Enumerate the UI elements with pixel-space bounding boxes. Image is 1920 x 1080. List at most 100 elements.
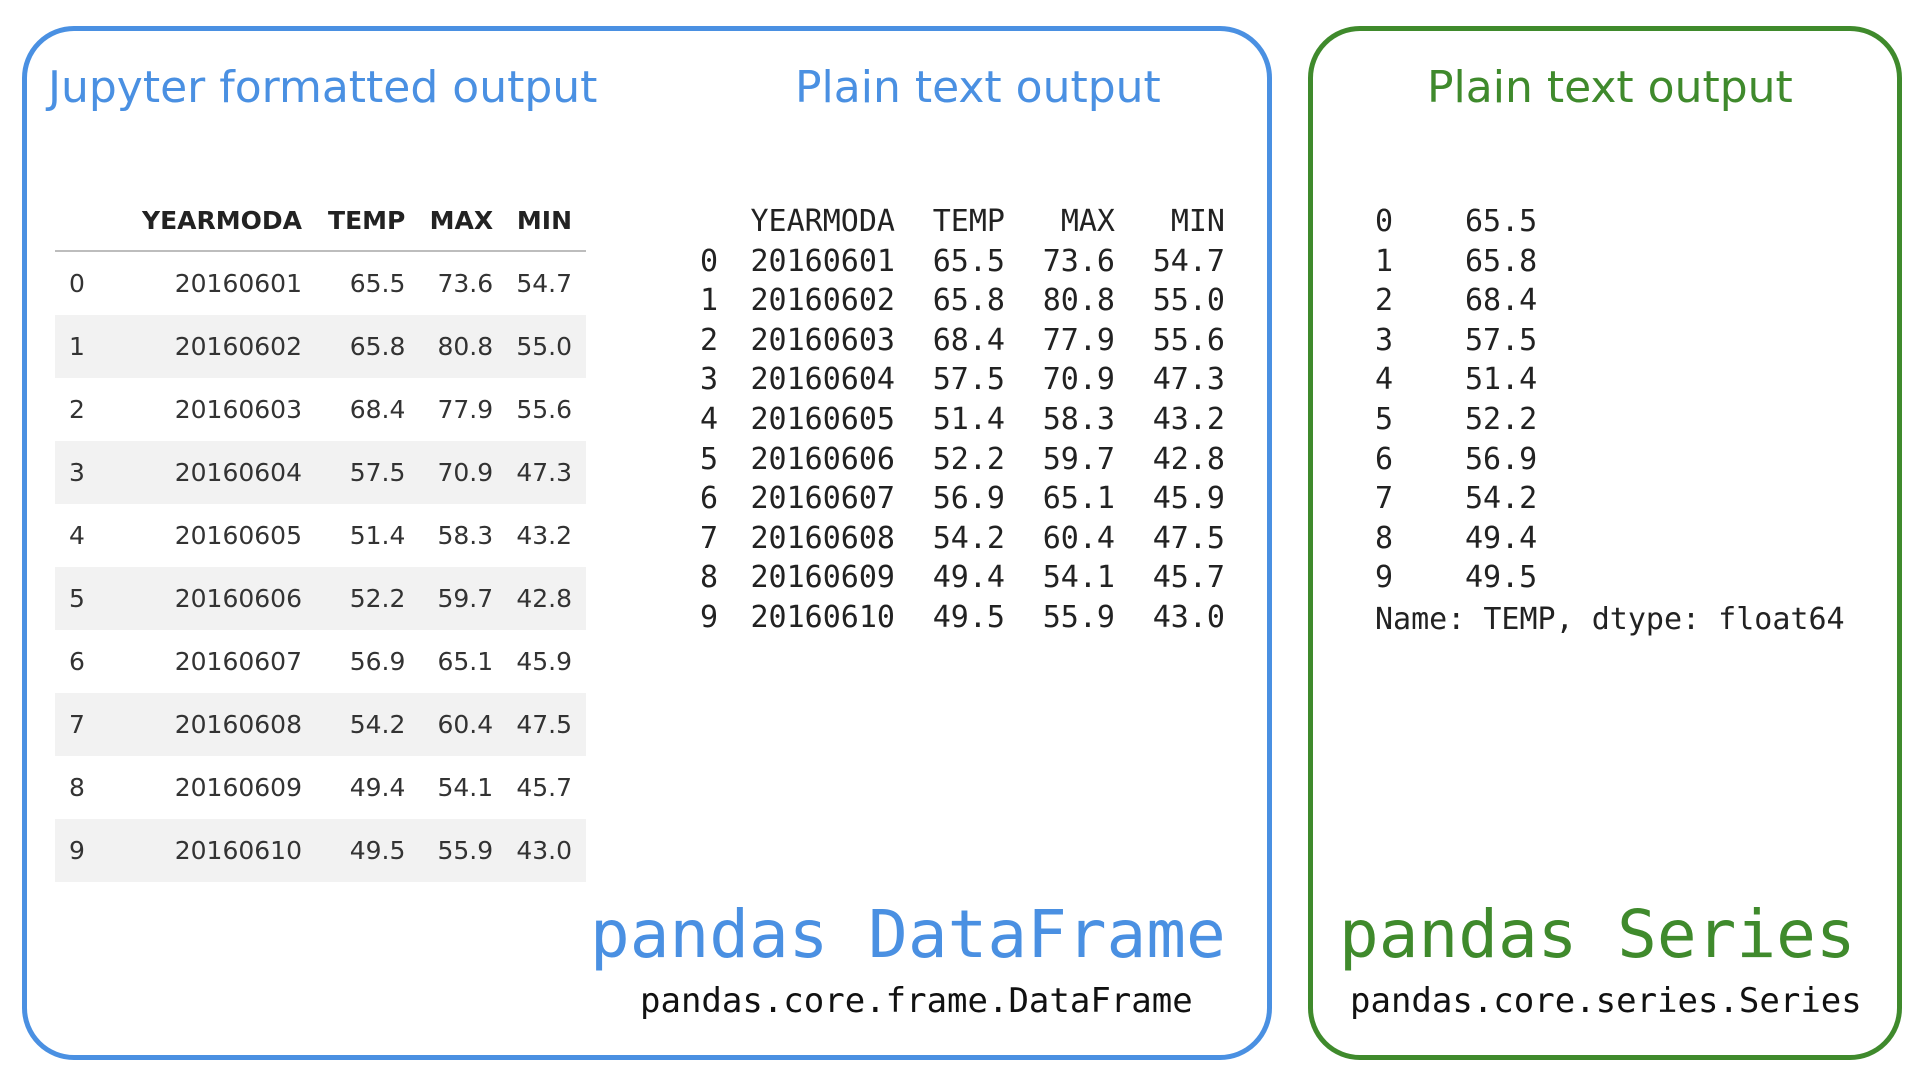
series-value: 68.4 bbox=[1465, 283, 1538, 319]
plain-text-row: 0 20160601 65.5 73.6 54.7 bbox=[700, 242, 1225, 282]
series-index: 1 bbox=[1375, 243, 1394, 279]
series-row: 7 54.2 bbox=[1375, 479, 1537, 519]
series-row: 5 52.2 bbox=[1375, 400, 1537, 440]
row-index-cell: 8 bbox=[69, 773, 85, 802]
table-cell: 20160610 bbox=[119, 819, 316, 882]
series-value: 49.5 bbox=[1465, 560, 1538, 596]
series-plain-output-heading: Plain text output bbox=[1427, 62, 1793, 113]
series-index: 5 bbox=[1375, 401, 1394, 437]
row-index-cell: 6 bbox=[69, 647, 85, 676]
plain-cell: 55.0 bbox=[1152, 283, 1225, 319]
plain-row-index: 8 bbox=[700, 560, 719, 596]
table-row: 8 20160609 49.4 54.1 45.7 bbox=[55, 756, 586, 819]
series-value: 57.5 bbox=[1465, 322, 1538, 358]
plain-cell: 42.8 bbox=[1152, 441, 1225, 477]
plain-cell: 47.5 bbox=[1152, 520, 1225, 556]
series-value: 54.2 bbox=[1465, 481, 1538, 517]
table-cell: 55.6 bbox=[516, 395, 572, 424]
series-row: 8 49.4 bbox=[1375, 519, 1537, 559]
series-row: 0 65.5 bbox=[1375, 202, 1537, 242]
series-row: 2 68.4 bbox=[1375, 281, 1537, 321]
series-panel bbox=[1308, 26, 1902, 1060]
plain-text-row: 8 20160609 49.4 54.1 45.7 bbox=[700, 558, 1225, 598]
table-row: 6 20160607 56.9 65.1 45.9 bbox=[55, 630, 586, 693]
plain-text-row: 6 20160607 56.9 65.1 45.9 bbox=[700, 479, 1225, 519]
table-cell: 43.2 bbox=[516, 521, 572, 550]
table-cell: 65.5 bbox=[349, 269, 406, 298]
row-index-cell: 7 bbox=[55, 693, 119, 756]
table-cell: 20160608 bbox=[119, 693, 316, 756]
plain-cell: 45.9 bbox=[1152, 481, 1225, 517]
table-cell: 58.3 bbox=[437, 521, 494, 550]
table-cell: 42.8 bbox=[507, 567, 586, 630]
table-cell: 49.5 bbox=[315, 819, 420, 882]
table-cell: 52.2 bbox=[315, 567, 420, 630]
table-cell: 20160609 bbox=[174, 773, 302, 802]
series-value: 65.5 bbox=[1465, 204, 1538, 239]
series-title: pandas Series bbox=[1339, 896, 1856, 973]
plain-cell: 51.4 bbox=[932, 401, 1005, 437]
table-header-cell: MIN bbox=[507, 190, 586, 252]
plain-header-row: YEARMODA TEMP MAX MIN bbox=[700, 202, 1226, 242]
table-row: 2 20160603 68.4 77.9 55.6 bbox=[55, 378, 586, 441]
series-value: 56.9 bbox=[1465, 441, 1538, 477]
table-row: 9 20160610 49.5 55.9 43.0 bbox=[55, 819, 586, 882]
plain-row-index: 5 bbox=[700, 441, 719, 477]
dataframe-title: pandas DataFrame bbox=[590, 896, 1226, 973]
table-cell: 55.9 bbox=[419, 819, 508, 882]
series-value: 65.8 bbox=[1465, 243, 1538, 279]
table-cell: 20160607 bbox=[174, 647, 302, 676]
table-header-cell: MAX bbox=[419, 190, 508, 252]
row-index-cell: 9 bbox=[55, 819, 119, 882]
plain-cell: 60.4 bbox=[1042, 520, 1115, 556]
table-row: 7 20160608 54.2 60.4 47.5 bbox=[55, 693, 586, 756]
series-row: 9 49.5 bbox=[1375, 558, 1537, 598]
plain-cell: 68.4 bbox=[932, 322, 1005, 358]
table-cell: 54.1 bbox=[437, 773, 494, 802]
table-cell: 54.2 bbox=[315, 693, 420, 756]
row-index-cell: 1 bbox=[55, 315, 119, 378]
series-type-path: pandas.core.series.Series bbox=[1350, 981, 1862, 1021]
plain-cell: 20160602 bbox=[750, 283, 896, 319]
plain-cell: 55.9 bbox=[1042, 599, 1115, 635]
table-cell: 20160604 bbox=[119, 441, 316, 504]
plain-cell: 52.2 bbox=[932, 441, 1005, 477]
table-header-cell: TEMP bbox=[315, 190, 420, 252]
table-cell: 65.1 bbox=[437, 647, 494, 676]
plain-cell: 20160604 bbox=[750, 362, 896, 398]
row-index-cell: 3 bbox=[55, 441, 119, 504]
jupyter-table-header-row: YEARMODA TEMP MAX MIN bbox=[55, 190, 586, 252]
table-header-cell bbox=[55, 190, 119, 252]
table-cell: 56.9 bbox=[349, 647, 406, 676]
plain-cell: 56.9 bbox=[932, 481, 1005, 517]
series-index: 4 bbox=[1375, 362, 1394, 398]
plain-cell: 80.8 bbox=[1042, 283, 1115, 319]
plain-cell: 43.0 bbox=[1152, 599, 1225, 635]
plain-cell: 20160610 bbox=[750, 599, 896, 635]
plain-cell: 20160601 bbox=[750, 243, 896, 279]
table-row: 4 20160605 51.4 58.3 43.2 bbox=[55, 504, 586, 567]
series-index: 3 bbox=[1375, 322, 1394, 358]
dataframe-plain-output-heading: Plain text output bbox=[795, 62, 1161, 113]
table-cell: 70.9 bbox=[419, 441, 508, 504]
plain-cell: 20160605 bbox=[750, 401, 896, 437]
series-row: 3 57.5 bbox=[1375, 321, 1537, 361]
plain-cell: 20160606 bbox=[750, 441, 896, 477]
plain-header-cell: MAX bbox=[1060, 204, 1115, 239]
table-cell: 60.4 bbox=[419, 693, 508, 756]
table-cell: 43.0 bbox=[507, 819, 586, 882]
table-cell: 47.3 bbox=[507, 441, 586, 504]
table-cell: 73.6 bbox=[437, 269, 494, 298]
table-cell: 59.7 bbox=[419, 567, 508, 630]
series-value: 49.4 bbox=[1465, 520, 1538, 556]
plain-cell: 20160603 bbox=[750, 322, 896, 358]
plain-text-row: 7 20160608 54.2 60.4 47.5 bbox=[700, 519, 1225, 559]
table-cell: 20160602 bbox=[119, 315, 316, 378]
table-cell: 20160605 bbox=[174, 521, 302, 550]
plain-cell: 54.2 bbox=[932, 520, 1005, 556]
plain-cell: 20160608 bbox=[750, 520, 896, 556]
table-cell: 20160603 bbox=[174, 395, 302, 424]
plain-cell: 70.9 bbox=[1042, 362, 1115, 398]
table-cell: 47.5 bbox=[507, 693, 586, 756]
plain-cell: 65.1 bbox=[1042, 481, 1115, 517]
